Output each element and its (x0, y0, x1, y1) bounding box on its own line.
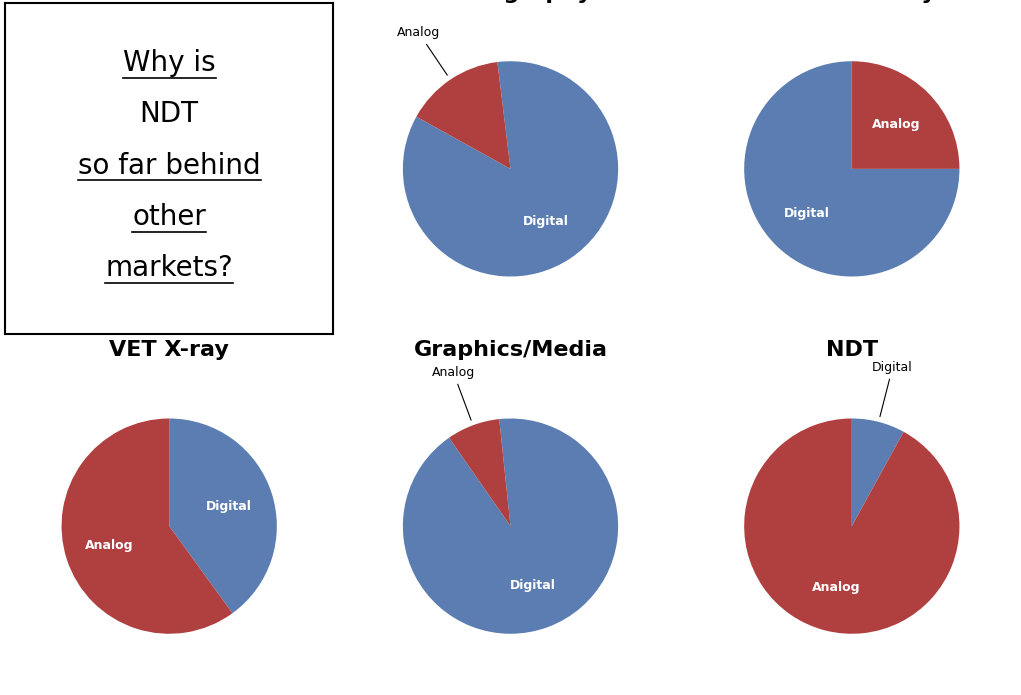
Wedge shape (852, 61, 960, 169)
Text: Analog: Analog (812, 580, 861, 594)
Text: Analog: Analog (397, 26, 447, 75)
Title: Medical X-ray: Medical X-ray (768, 0, 936, 3)
Wedge shape (403, 61, 618, 277)
Text: Digital: Digital (509, 579, 555, 591)
Title: Consumer
Photography: Consumer Photography (430, 0, 591, 3)
Text: Digital: Digital (523, 215, 569, 227)
Wedge shape (417, 62, 510, 169)
Wedge shape (61, 418, 233, 634)
Wedge shape (169, 418, 277, 613)
Title: Graphics/Media: Graphics/Media (414, 341, 607, 361)
Text: other: other (133, 203, 206, 231)
Text: so far behind: so far behind (78, 152, 260, 179)
Wedge shape (744, 418, 960, 634)
Text: NDT: NDT (140, 100, 199, 129)
Text: Why is: Why is (123, 49, 215, 77)
Title: VET X-ray: VET X-ray (109, 341, 229, 361)
Text: Analog: Analog (432, 366, 475, 420)
Text: Analog: Analog (872, 118, 921, 131)
Text: Digital: Digital (872, 361, 913, 416)
Title: NDT: NDT (826, 341, 878, 361)
Wedge shape (449, 419, 510, 526)
Wedge shape (403, 418, 618, 634)
Wedge shape (744, 61, 960, 277)
Text: Digital: Digital (784, 207, 830, 220)
Text: Digital: Digital (206, 500, 252, 513)
Text: markets?: markets? (105, 254, 233, 282)
Wedge shape (852, 418, 904, 526)
Text: Analog: Analog (85, 539, 134, 552)
